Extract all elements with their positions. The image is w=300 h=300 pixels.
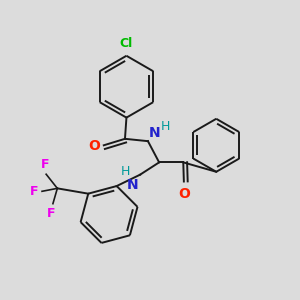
Text: F: F — [30, 185, 38, 198]
Text: O: O — [88, 139, 100, 153]
Text: F: F — [47, 207, 56, 220]
Text: O: O — [178, 187, 190, 201]
Text: H: H — [120, 165, 130, 178]
Text: N: N — [149, 126, 161, 140]
Text: Cl: Cl — [120, 38, 133, 50]
Text: H: H — [160, 120, 170, 133]
Text: N: N — [127, 178, 139, 192]
Text: F: F — [41, 158, 50, 171]
